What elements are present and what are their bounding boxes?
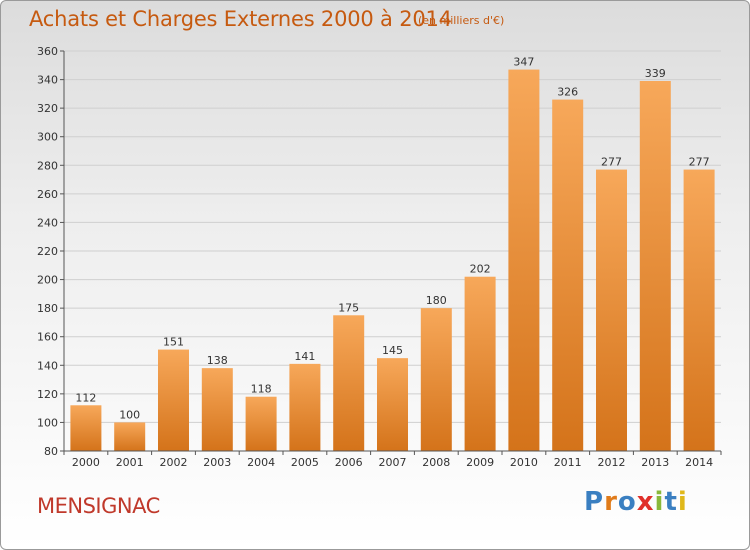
proxiti-logo[interactable]: Proxiti: [584, 487, 688, 517]
data-label: 100: [119, 408, 140, 421]
data-label: 138: [207, 354, 228, 367]
chart-title: Achats et Charges Externes 2000 à 2014: [29, 7, 452, 31]
y-tick-label: 200: [37, 274, 58, 287]
y-tick-label: 360: [37, 45, 58, 58]
x-tick-label: 2010: [510, 456, 538, 469]
bar: [245, 396, 277, 451]
bar: [333, 315, 365, 451]
y-tick-label: 240: [37, 216, 58, 229]
commune-name: MENSIGNAC: [37, 494, 160, 518]
bar: [70, 405, 102, 451]
y-tick-label: 300: [37, 131, 58, 144]
y-tick-label: 100: [37, 416, 58, 429]
y-tick-label: 180: [37, 302, 58, 315]
x-tick-label: 2001: [116, 456, 144, 469]
y-tick-label: 160: [37, 331, 58, 344]
x-tick-label: 2013: [641, 456, 669, 469]
x-tick-label: 2006: [335, 456, 363, 469]
y-tick-label: 140: [37, 359, 58, 372]
x-tick-label: 2009: [466, 456, 494, 469]
y-tick-label: 120: [37, 388, 58, 401]
x-tick-label: 2004: [247, 456, 275, 469]
data-label: 175: [338, 301, 359, 314]
data-label: 277: [601, 156, 622, 169]
data-label: 112: [75, 391, 96, 404]
bar: [114, 422, 146, 451]
data-label: 180: [426, 294, 447, 307]
bar: [420, 308, 452, 451]
logo-letter: x: [636, 487, 655, 517]
bar: [464, 276, 496, 451]
bar: [201, 368, 233, 451]
data-label: 118: [251, 383, 272, 396]
logo-letter: r: [604, 487, 618, 517]
bar: [639, 81, 671, 451]
logo-letter: i: [654, 487, 665, 517]
y-tick-label: 280: [37, 159, 58, 172]
bar: [158, 349, 189, 451]
x-tick-label: 2000: [72, 456, 100, 469]
data-label: 347: [513, 56, 534, 69]
y-tick-label: 340: [37, 74, 58, 87]
bar: [289, 363, 321, 451]
data-label: 145: [382, 344, 403, 357]
logo-letter: i: [677, 487, 688, 517]
data-label: 277: [689, 156, 710, 169]
bar: [508, 69, 540, 452]
data-label: 202: [470, 263, 491, 276]
data-label: 339: [645, 67, 666, 80]
logo-letter: o: [617, 487, 637, 517]
x-tick-label: 2007: [379, 456, 407, 469]
bar: [683, 169, 715, 452]
chart-subtitle: (en milliers d'€): [418, 14, 505, 27]
y-tick-label: 260: [37, 188, 58, 201]
bar: [377, 358, 408, 451]
x-tick-label: 2012: [598, 456, 626, 469]
x-tick-label: 2003: [203, 456, 231, 469]
y-tick-label: 320: [37, 102, 58, 115]
x-tick-label: 2002: [160, 456, 188, 469]
logo-letter: t: [664, 487, 678, 517]
data-label: 326: [557, 86, 578, 99]
y-tick-label: 220: [37, 245, 58, 258]
logo-letter: P: [584, 487, 605, 517]
y-tick-label: 80: [44, 445, 58, 458]
x-tick-label: 2005: [291, 456, 319, 469]
x-tick-label: 2008: [422, 456, 450, 469]
data-label: 141: [294, 350, 315, 363]
bar: [552, 99, 584, 452]
x-tick-label: 2014: [685, 456, 713, 469]
data-label: 151: [163, 336, 184, 349]
bar: [596, 169, 627, 452]
x-tick-label: 2011: [554, 456, 582, 469]
